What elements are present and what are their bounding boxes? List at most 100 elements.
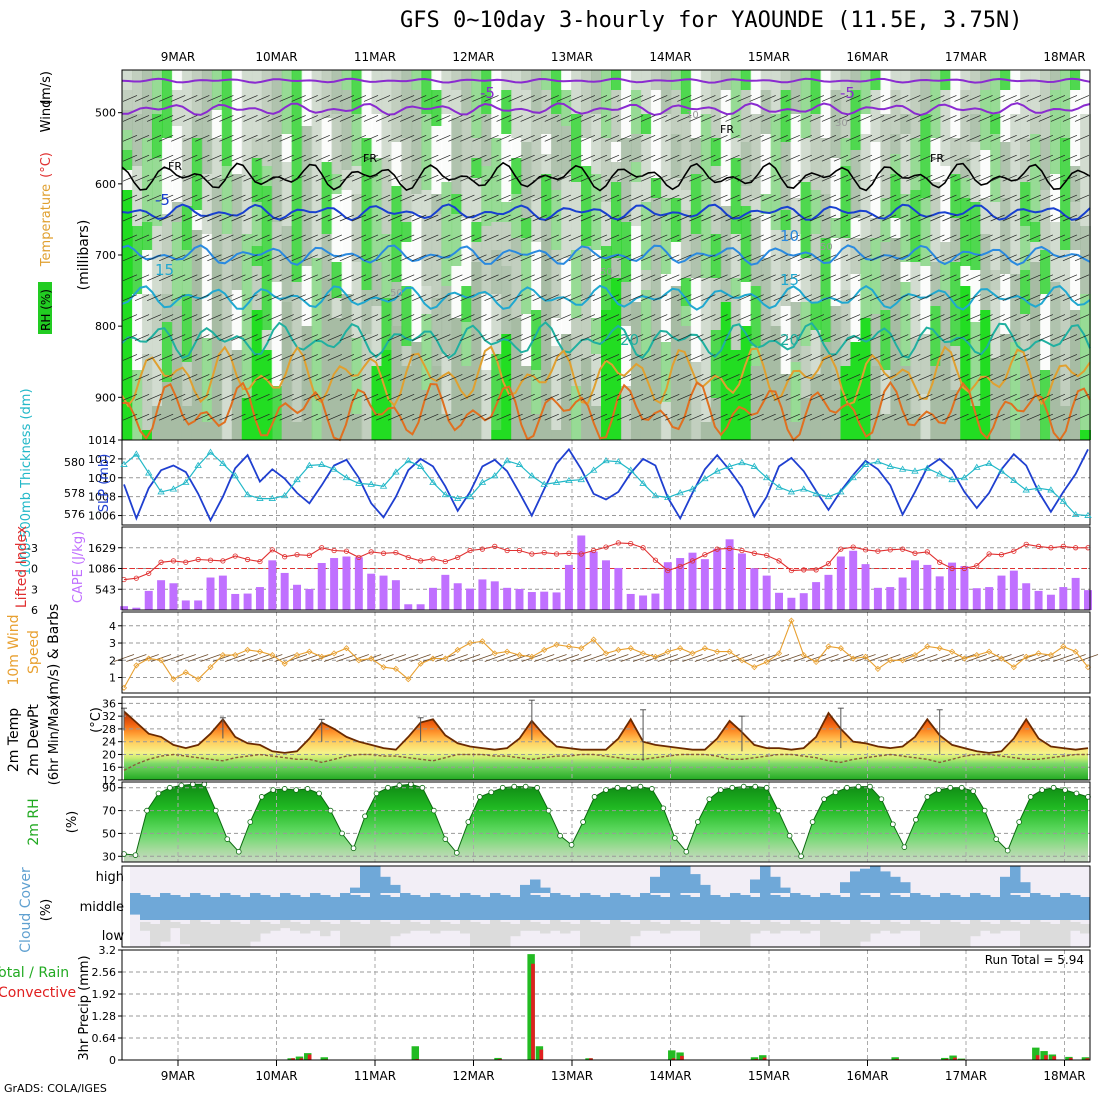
wind-barb	[882, 354, 897, 361]
wind-barb	[375, 374, 391, 381]
rh-cell	[401, 138, 413, 222]
rh-cell	[211, 178, 223, 254]
wind-barb	[653, 134, 668, 142]
wind-barb	[1074, 334, 1090, 341]
rh-cell	[131, 70, 143, 114]
wind-barb	[1062, 374, 1078, 381]
rh-cell	[960, 286, 972, 440]
wind-barb	[159, 234, 174, 242]
rh-cell	[790, 302, 802, 362]
rh-cell	[720, 150, 732, 186]
rh-cell	[610, 142, 622, 162]
wind-barb	[472, 334, 487, 341]
wind-barb	[1062, 194, 1078, 202]
wind-barb	[219, 254, 234, 262]
wind-barb	[279, 354, 294, 361]
rh-cell	[511, 138, 523, 158]
wind-barb	[1028, 654, 1049, 662]
wind-barb	[882, 95, 897, 102]
wind-barb	[472, 134, 487, 142]
wind-barb	[713, 134, 728, 142]
rh-point	[522, 783, 529, 790]
wind-barb	[195, 314, 210, 321]
wind-barb	[159, 393, 174, 401]
wind-barb	[1038, 254, 1053, 262]
wind-barb	[255, 174, 270, 182]
rh-cell	[930, 182, 942, 218]
cape-bar	[663, 562, 672, 610]
wind-barb	[508, 354, 523, 361]
wind-barb	[472, 214, 487, 222]
rh-cell	[730, 298, 742, 350]
cloud-cell-high	[1010, 866, 1021, 893]
wind-barb	[1074, 413, 1090, 421]
cloud-cell-low	[530, 922, 541, 931]
wind-barb	[918, 154, 933, 162]
wind-barb	[797, 214, 812, 222]
cloud-cell-middle	[740, 895, 751, 920]
wind-speed-point	[948, 648, 956, 655]
cape-bar	[898, 577, 907, 610]
wind-barb	[231, 393, 246, 401]
wind-barb	[291, 413, 306, 421]
lifted-index-point	[306, 552, 312, 558]
wind-barb	[363, 154, 379, 162]
wind-barb	[1014, 294, 1029, 302]
wind-barb	[821, 354, 837, 361]
rh-cell	[1050, 90, 1062, 174]
rh-cell	[541, 154, 553, 174]
wind-barb	[1050, 174, 1066, 182]
rh-cell	[122, 150, 133, 170]
wind-barb	[1002, 334, 1017, 341]
wind-speed-point	[800, 652, 807, 659]
wind-speed-point	[998, 655, 1005, 662]
rh-cell	[870, 314, 882, 366]
wind-barb	[219, 314, 234, 321]
wind-barb	[267, 194, 282, 202]
wind-barb	[845, 413, 861, 421]
lifted-index-point	[257, 558, 263, 565]
rh-cell	[271, 70, 283, 138]
cloud-cell-low	[420, 924, 431, 931]
cloud-cell-middle	[430, 893, 441, 920]
rh-cell	[910, 70, 922, 138]
wind-barb	[532, 374, 547, 381]
rh-cell	[491, 250, 503, 294]
rh-cell	[401, 366, 413, 440]
rh-cell	[750, 286, 762, 346]
wind-barb	[171, 115, 186, 122]
wind-barb	[821, 254, 837, 262]
wind-speed-point	[516, 652, 523, 659]
cloud-cell-middle	[500, 895, 511, 920]
wind-barb	[845, 115, 861, 122]
rh-cell	[660, 198, 672, 274]
wind-speed-point	[553, 641, 560, 648]
wind-barb	[1062, 413, 1078, 421]
wind-barb	[797, 374, 812, 381]
rh-cell	[571, 318, 583, 386]
wind-speed-point	[368, 655, 375, 662]
wind-barb	[641, 115, 656, 122]
wind-speed-point	[417, 660, 424, 667]
wind-barb	[508, 194, 523, 202]
rh-cell	[231, 230, 243, 290]
cloud-cell-middle	[180, 897, 191, 920]
precip-convective-bar	[1044, 1055, 1048, 1060]
wind-barb	[460, 393, 475, 401]
temperature-line	[123, 710, 1089, 754]
lifted-index-point	[1011, 548, 1017, 554]
rh-cell	[481, 70, 493, 114]
cloud-cell-middle	[370, 893, 381, 920]
cloud-cell-low	[270, 924, 281, 931]
wind-barb	[870, 214, 885, 222]
wind-barb	[460, 314, 475, 321]
wind-barb	[243, 393, 258, 401]
rh-cell	[441, 354, 453, 414]
wind-barb	[894, 174, 909, 182]
wind-barb	[351, 234, 367, 242]
cloud-cell-high	[760, 866, 771, 893]
cloud-cell-low	[740, 922, 751, 947]
rh-cell	[800, 138, 812, 182]
wind-barb	[375, 294, 391, 302]
wind-barb	[1026, 354, 1041, 361]
